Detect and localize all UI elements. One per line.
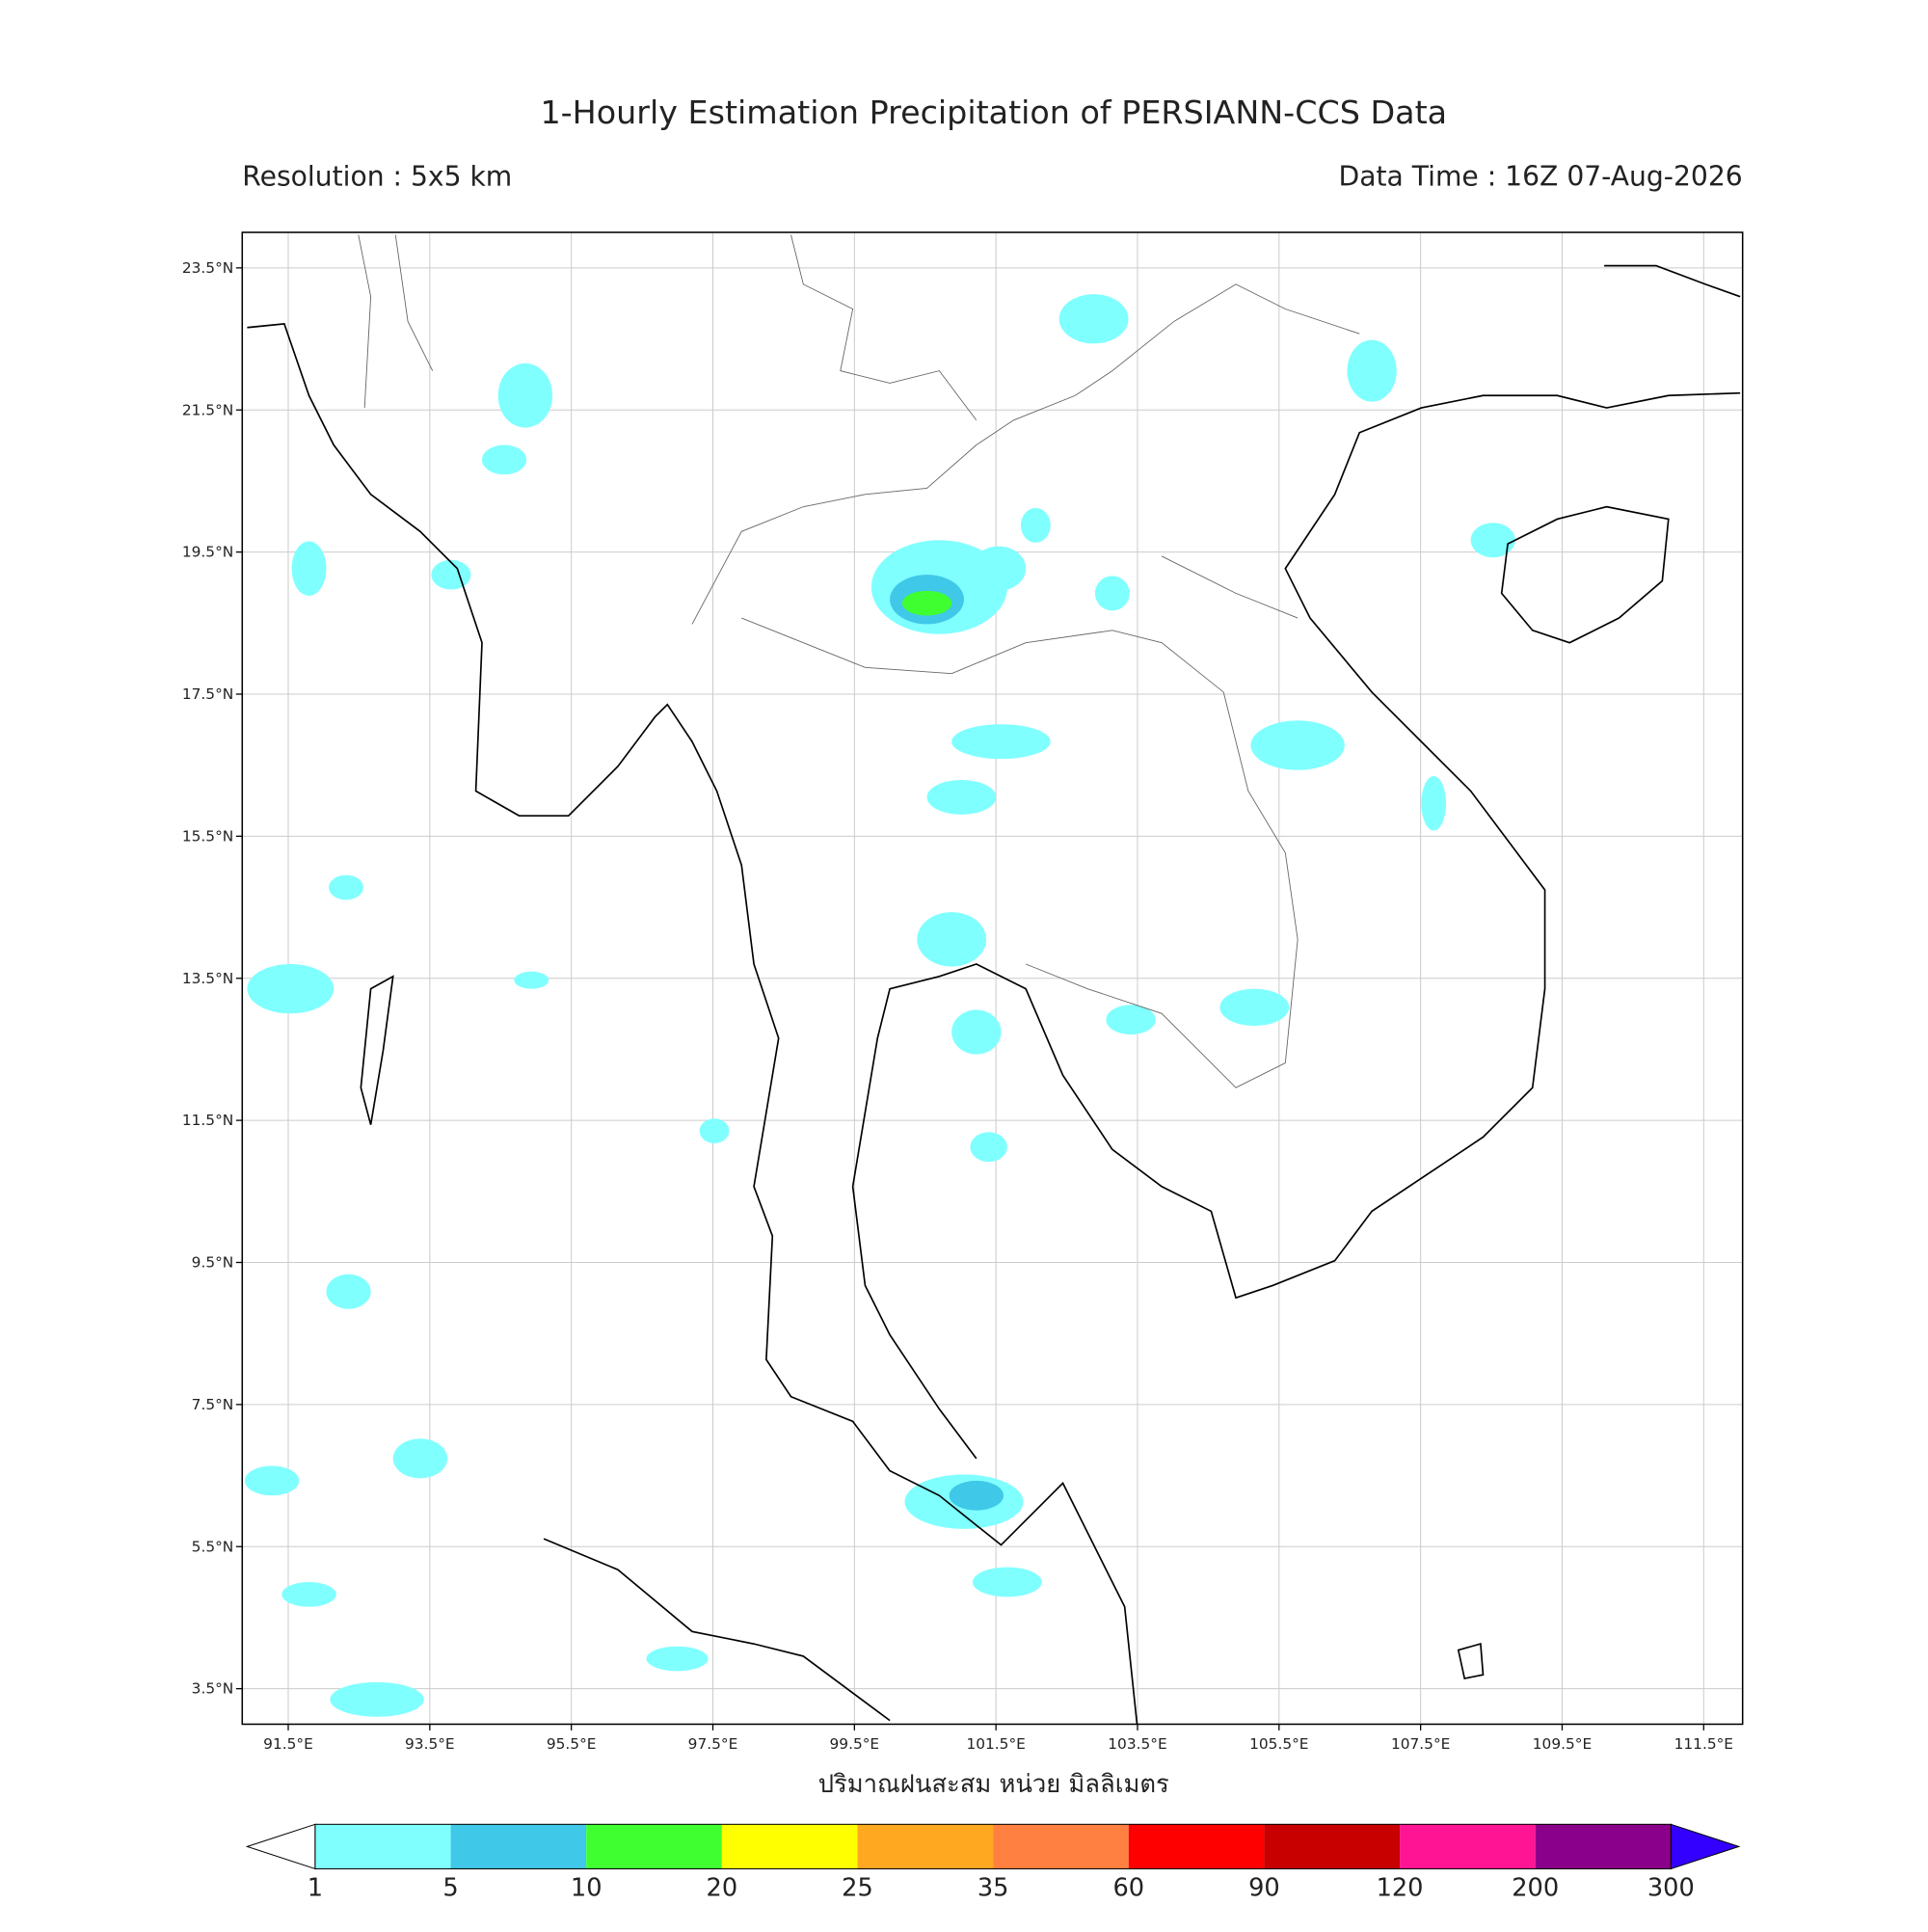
colorbar-label: 60 <box>1112 1874 1144 1903</box>
colorbar-segment <box>586 1824 722 1869</box>
rain-area <box>1347 339 1397 402</box>
rain-area <box>972 1567 1042 1597</box>
lat-tick-label: 17.5°N <box>182 685 233 703</box>
rain-area <box>951 1009 1002 1055</box>
colorbar-segment <box>1128 1824 1265 1869</box>
rain-area <box>901 590 952 616</box>
rain-area <box>926 779 997 815</box>
data-time: Data Time : 16Z 07-Aug-2026 <box>1339 160 1743 192</box>
colorbar-label: 25 <box>842 1874 873 1903</box>
rain-area <box>1250 720 1345 770</box>
coastlines <box>247 264 1741 1725</box>
colorbar-label: 20 <box>707 1874 738 1903</box>
lon-tick-label: 111.5°E <box>1674 1735 1733 1753</box>
rain-area <box>949 1480 1004 1511</box>
colorbar-frame <box>314 1823 1672 1869</box>
colorbar-over <box>1670 1823 1741 1870</box>
lon-tick-label: 107.5°E <box>1391 1735 1450 1753</box>
colorbar: 1 5 10 20 25 35 60 90 120 200 300 <box>245 1823 1741 1903</box>
lat-tick-label: 9.5°N <box>192 1254 234 1272</box>
colorbar-label: 1 <box>308 1874 323 1903</box>
colorbar-segment <box>1400 1824 1536 1869</box>
lon-tick-label: 91.5°E <box>263 1735 313 1753</box>
lat-tick-label: 19.5°N <box>182 544 233 561</box>
border <box>790 234 1299 619</box>
borders <box>358 234 1360 1088</box>
precipitation <box>244 294 1515 1717</box>
rain-area <box>951 724 1051 760</box>
colorbar-segment <box>1535 1824 1672 1869</box>
rain-area <box>1106 1005 1156 1035</box>
island <box>1457 1643 1485 1680</box>
rain-area <box>1421 776 1446 831</box>
rain-area <box>247 964 335 1014</box>
rain-area <box>1020 507 1051 543</box>
x-axis-label: ปริมาณฝนสะสม หน่วย มิลลิเมตร <box>818 1770 1169 1799</box>
rain-area <box>291 541 327 596</box>
colorbar-label: 120 <box>1377 1874 1424 1903</box>
lat-tick-label: 21.5°N <box>182 401 233 418</box>
lon-tick-label: 101.5°E <box>966 1735 1025 1753</box>
coastline <box>851 391 1741 1460</box>
colorbar-label: 200 <box>1512 1874 1559 1903</box>
colorbar-label: 300 <box>1647 1874 1695 1903</box>
rain-area <box>329 874 363 900</box>
lon-tick-label: 97.5°E <box>688 1735 738 1753</box>
colorbar-label: 90 <box>1248 1874 1280 1903</box>
rain-area <box>431 559 471 590</box>
rain-area <box>1058 294 1129 344</box>
rain-area <box>971 546 1027 591</box>
rain-area <box>1219 988 1290 1027</box>
colorbar-label: 35 <box>977 1874 1009 1903</box>
lon-tick-label: 105.5°E <box>1249 1735 1308 1753</box>
rain-area <box>482 444 527 475</box>
island <box>1500 505 1670 644</box>
title: 1-Hourly Estimation Precipitation of PER… <box>540 94 1447 131</box>
lat-tick-label: 15.5°N <box>182 827 233 845</box>
colorbar-under <box>245 1823 316 1870</box>
rain-area <box>970 1132 1007 1163</box>
coastline <box>1604 264 1741 298</box>
colorbar-segment <box>721 1824 858 1869</box>
lat-tick-label: 13.5°N <box>182 970 233 987</box>
colorbar-segment <box>857 1824 994 1869</box>
border <box>691 283 1360 625</box>
lon-tick-label: 95.5°E <box>547 1735 597 1753</box>
lon-tick-label: 103.5°E <box>1108 1735 1166 1753</box>
colorbar-label: 10 <box>571 1874 602 1903</box>
resolution: Resolution : 5x5 km <box>242 160 512 192</box>
lat-tick-label: 5.5°N <box>192 1538 234 1555</box>
ticks: 91.5°E 93.5°E 95.5°E 97.5°E 99.5°E 101.5°E 103… <box>182 259 1733 1753</box>
island <box>360 975 394 1125</box>
rain-area <box>330 1681 424 1717</box>
coastline <box>543 1538 891 1722</box>
colorbar-segment <box>993 1824 1129 1869</box>
rain-area <box>497 362 553 428</box>
colorbar-label: 5 <box>442 1874 458 1903</box>
coastline <box>247 323 1138 1725</box>
rain-area <box>392 1438 448 1479</box>
lat-tick-label: 23.5°N <box>182 259 233 277</box>
rain-area <box>514 971 549 989</box>
rain-area <box>244 1465 300 1496</box>
rain-area <box>917 912 987 967</box>
border <box>358 234 434 409</box>
lon-tick-label: 109.5°E <box>1533 1735 1592 1753</box>
rain-area <box>1094 576 1130 611</box>
rain-area <box>326 1274 371 1309</box>
lat-tick-label: 11.5°N <box>182 1112 233 1129</box>
border <box>741 617 1299 1088</box>
rain-area <box>281 1582 336 1607</box>
lon-tick-label: 99.5°E <box>830 1735 880 1753</box>
rain-area <box>1470 523 1515 558</box>
rain-area <box>646 1646 709 1672</box>
lat-tick-label: 3.5°N <box>192 1680 234 1698</box>
lon-tick-label: 93.5°E <box>405 1735 455 1753</box>
lat-tick-label: 7.5°N <box>192 1396 234 1413</box>
colorbar-segment <box>450 1824 587 1869</box>
rain-area <box>699 1118 730 1143</box>
colorbar-segment <box>1264 1824 1401 1869</box>
colorbar-segment <box>314 1824 451 1869</box>
